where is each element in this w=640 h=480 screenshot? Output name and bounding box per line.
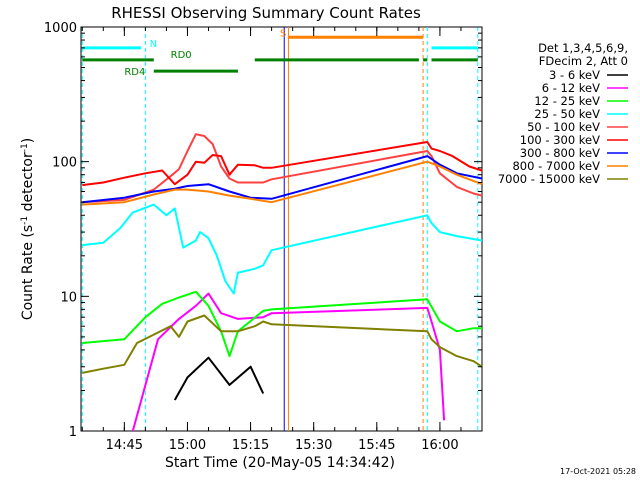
y-axis-label-sup2: -1	[20, 143, 30, 152]
legend-entry-label: 100 - 300 keV	[520, 133, 600, 147]
x-tick-label: 15:00	[169, 438, 206, 453]
legend-entry-label: 12 - 25 keV	[534, 94, 600, 108]
series-line	[173, 356, 265, 401]
y-axis-label-sup1: -1	[20, 216, 30, 225]
legend-entry-label: 300 - 800 keV	[520, 146, 600, 160]
series-line	[82, 290, 482, 358]
y-axis: 1 10 100 1000	[44, 21, 482, 440]
state-bars: N S RD0 RD4	[82, 29, 478, 78]
x-tick-label: 14:45	[106, 438, 143, 453]
y-tick-label: 1	[69, 425, 77, 440]
series-line	[82, 141, 483, 187]
plot-frame	[80, 26, 483, 432]
legend-title-line-1: Det 1,3,4,5,6,9,	[538, 41, 628, 55]
legend-entry-label: 25 - 50 keV	[534, 107, 600, 121]
state-label: N	[150, 39, 157, 50]
legend-entry-label: 800 - 7000 keV	[512, 159, 600, 173]
series-line	[82, 314, 483, 374]
chart-title: RHESSI Observing Summary Count Rates	[111, 4, 421, 22]
y-tick-label: 10	[60, 290, 77, 305]
series-line	[82, 133, 483, 204]
series-line	[82, 155, 483, 204]
x-tick-label: 15:15	[232, 438, 269, 453]
x-tick-label: 15:45	[358, 438, 395, 453]
y-tick-label: 100	[52, 156, 77, 171]
x-tick-label: 15:30	[295, 438, 332, 453]
legend-entry-label: 3 - 6 keV	[549, 68, 600, 82]
x-axis-label: Start Time (20-May-05 14:34:42)	[165, 455, 395, 471]
state-label: S	[280, 29, 286, 40]
footer-timestamp: 17-Oct-2021 05:28	[560, 467, 636, 476]
series-line	[131, 292, 446, 432]
legend: Det 1,3,4,5,6,9, FDecim 2, Att 0 3 - 6 k…	[498, 41, 628, 186]
state-label: RD0	[171, 50, 192, 61]
marker-lines	[81, 27, 479, 431]
y-tick-label: 1000	[44, 21, 77, 36]
y-axis-label: Count Rate (s-1 detector-1)	[20, 138, 36, 320]
legend-title-line-2: FDecim 2, Att 0	[539, 54, 628, 68]
state-label: RD4	[124, 67, 145, 78]
series-line	[82, 160, 483, 206]
legend-entry-label: 50 - 100 keV	[527, 120, 600, 134]
series-line	[82, 203, 483, 295]
legend-entry-label: 7000 - 15000 keV	[498, 172, 600, 186]
series-group	[82, 133, 483, 432]
legend-entry-label: 6 - 12 keV	[542, 81, 600, 95]
x-tick-label: 16:00	[421, 438, 458, 453]
x-axis: 14:45 15:00 15:15 15:30 15:45 16:00	[81, 27, 483, 453]
